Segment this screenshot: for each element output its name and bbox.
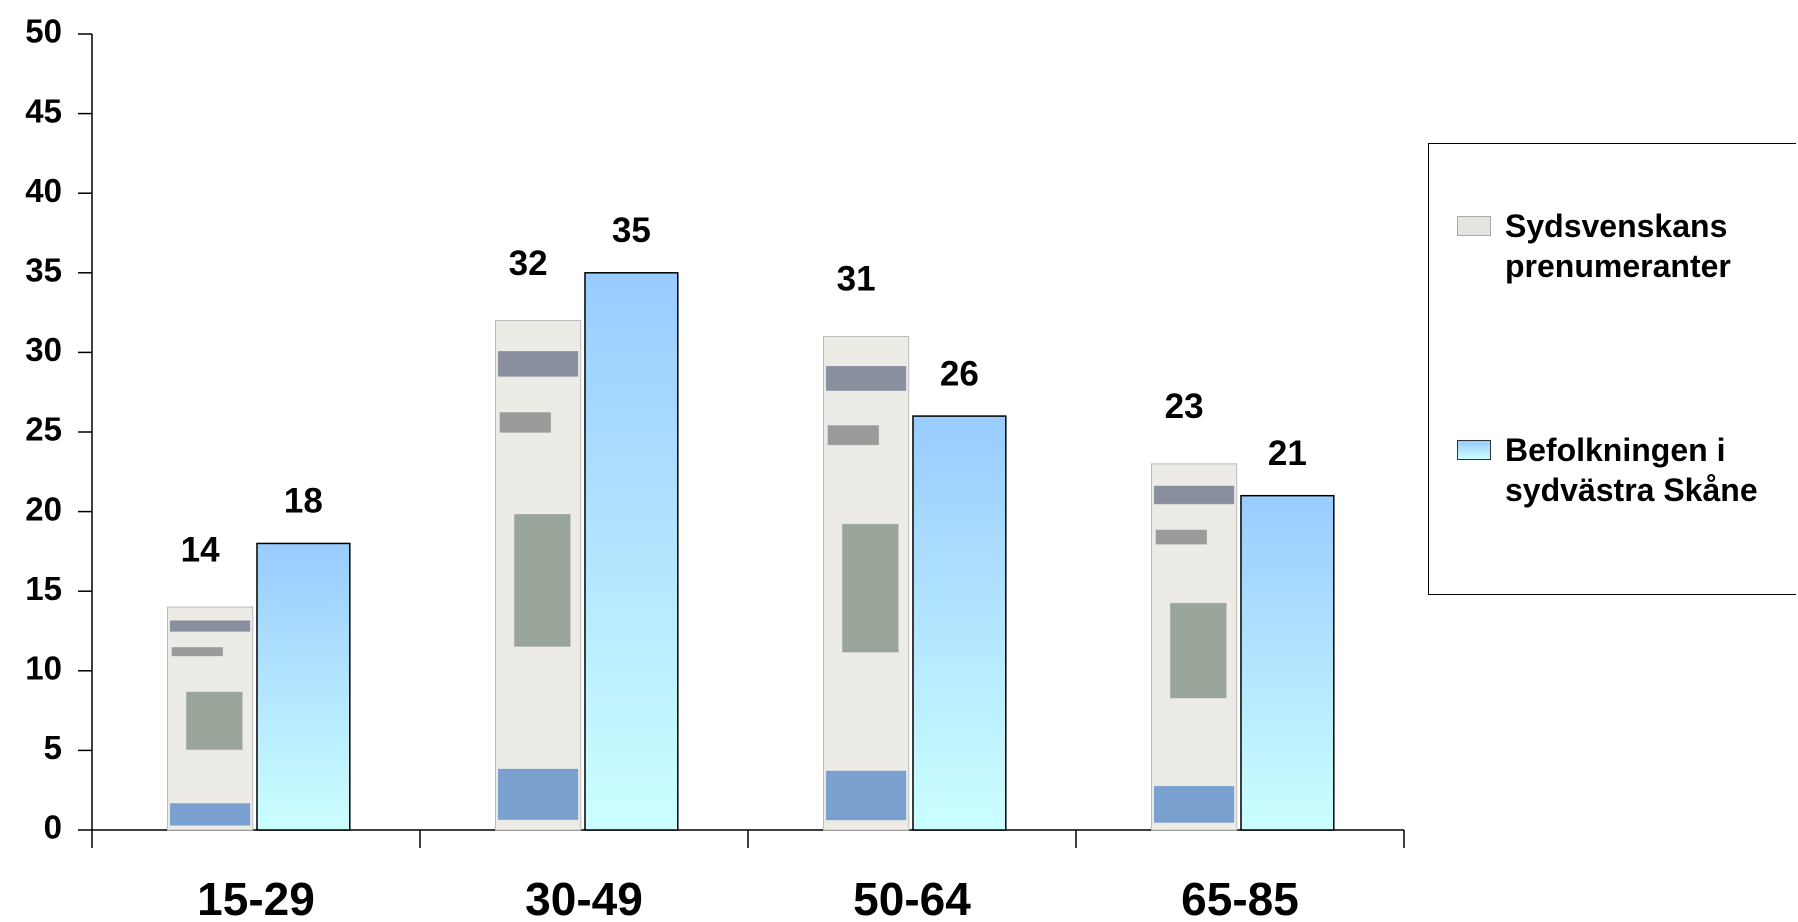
y-tick-label: 35 <box>25 252 62 289</box>
bar <box>166 606 254 831</box>
data-label: 26 <box>940 354 979 393</box>
y-tick-label: 30 <box>25 331 62 368</box>
x-tick-label: 50-64 <box>853 873 971 922</box>
bar <box>912 415 1007 831</box>
data-label: 14 <box>181 530 220 569</box>
legend-swatch <box>1457 440 1491 460</box>
y-tick-label: 15 <box>25 570 62 607</box>
bar <box>256 542 351 831</box>
bar <box>584 272 679 831</box>
data-label: 18 <box>284 482 323 521</box>
y-tick-label: 40 <box>25 172 62 209</box>
y-tick-label: 0 <box>44 809 62 846</box>
y-tick-label: 25 <box>25 411 62 448</box>
y-tick-label: 10 <box>25 650 62 687</box>
data-label: 32 <box>509 244 548 283</box>
y-tick-label: 5 <box>44 729 62 766</box>
bar <box>1240 494 1335 831</box>
bar <box>822 335 910 831</box>
data-label: 23 <box>1165 387 1204 426</box>
y-tick-label: 45 <box>25 92 62 129</box>
legend-item: Befolkningen i sydvästra Skåne <box>1457 430 1795 510</box>
legend-label: Sydsvenskans prenumeranter <box>1505 208 1731 284</box>
data-label: 35 <box>612 211 651 250</box>
x-tick-label: 15-29 <box>197 873 315 922</box>
bar <box>494 320 582 831</box>
x-tick-label: 30-49 <box>525 873 643 922</box>
data-label: 21 <box>1268 434 1307 473</box>
legend-item: Sydsvenskans prenumeranter <box>1457 206 1795 286</box>
y-tick-label: 20 <box>25 490 62 527</box>
legend-swatch <box>1457 216 1491 236</box>
legend-label: Befolkningen i sydvästra Skåne <box>1505 432 1758 508</box>
legend: Sydsvenskans prenumeranter Befolkningen i… <box>1428 143 1796 595</box>
x-tick-label: 65-85 <box>1181 873 1299 922</box>
data-label: 31 <box>837 260 876 299</box>
y-tick-label: 50 <box>25 13 62 50</box>
bar <box>1150 463 1238 831</box>
